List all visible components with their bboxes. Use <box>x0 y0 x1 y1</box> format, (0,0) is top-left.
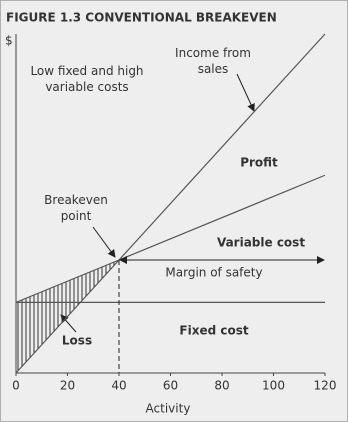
x-axis-label: Activity <box>146 402 191 416</box>
margin-label: Margin of safety <box>165 266 262 280</box>
profit-label: Profit <box>240 156 278 170</box>
x-tick-label: 40 <box>111 379 126 393</box>
income-arrow <box>236 73 255 112</box>
variable-cost-label: Variable cost <box>217 236 305 250</box>
x-tick-label: 120 <box>314 379 337 393</box>
breakeven-arrow <box>92 226 116 258</box>
x-tick-label: 100 <box>262 379 285 393</box>
x-tick-label: 0 <box>12 379 20 393</box>
fixed-cost-label: Fixed cost <box>179 324 248 338</box>
y-axis-label: $ <box>5 34 13 48</box>
loss-label: Loss <box>62 334 92 348</box>
breakeven-label: Breakeven point <box>44 193 108 223</box>
income-label: Income from sales <box>175 46 251 76</box>
cost-structure-note: Low fixed and high variable costs <box>30 64 144 94</box>
chart-title: FIGURE 1.3 CONVENTIONAL BREAKEVEN <box>6 11 277 25</box>
x-tick-label: 20 <box>60 379 75 393</box>
x-tick-label: 80 <box>214 379 229 393</box>
x-tick-label: 60 <box>163 379 178 393</box>
